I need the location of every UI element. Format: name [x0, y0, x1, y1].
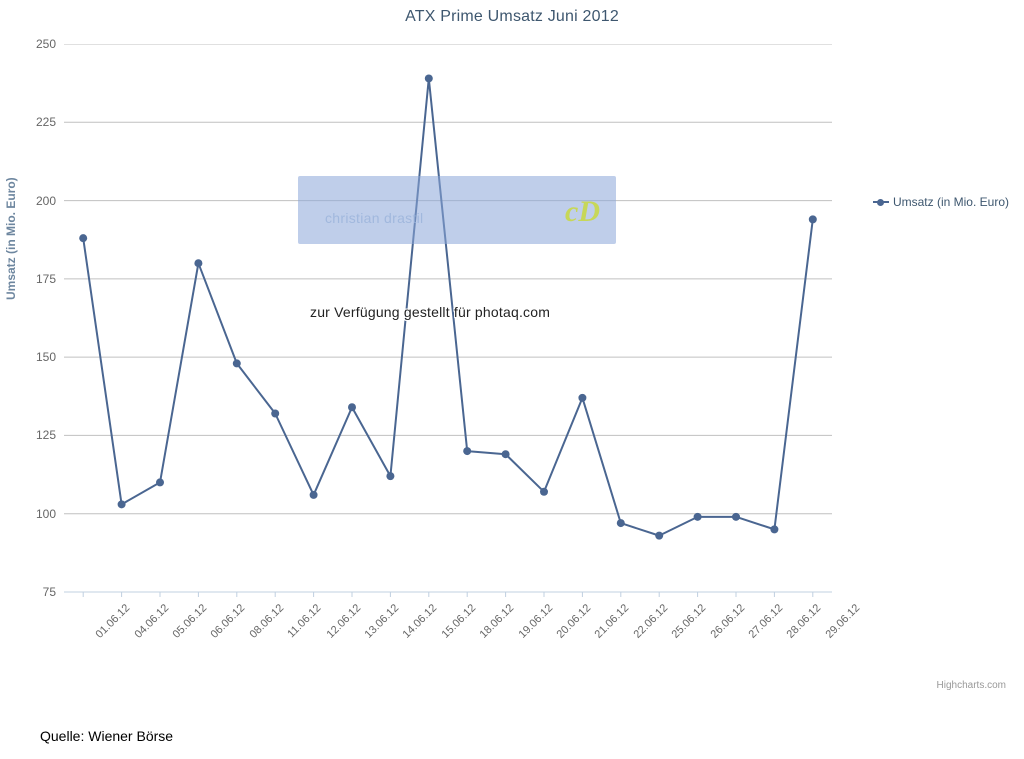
legend-label: Umsatz (in Mio. Euro)	[893, 195, 1009, 209]
chart-title: ATX Prime Umsatz Juni 2012	[0, 8, 1024, 26]
x-tick-label: 15.06.12	[439, 602, 478, 641]
y-tick-label: 250	[0, 37, 56, 51]
highcharts-credits[interactable]: Highcharts.com	[937, 680, 1006, 691]
watermark-logo: cD	[565, 195, 600, 229]
plot-svg	[64, 44, 832, 602]
x-tick-label: 21.06.12	[593, 602, 632, 641]
x-tick-label: 06.06.12	[209, 602, 248, 641]
x-tick-label: 29.06.12	[823, 602, 862, 641]
x-tick-label: 19.06.12	[516, 602, 555, 641]
x-tick-label: 25.06.12	[670, 602, 709, 641]
y-tick-label: 225	[0, 115, 56, 129]
x-tick-label: 26.06.12	[708, 602, 747, 641]
chart-container: ATX Prime Umsatz Juni 2012 Umsatz (in Mi…	[0, 0, 1024, 700]
x-tick-label: 04.06.12	[132, 602, 171, 641]
y-tick-label: 75	[0, 585, 56, 599]
x-tick-label: 18.06.12	[478, 602, 517, 641]
x-tick-label: 13.06.12	[363, 602, 402, 641]
x-tick-label: 20.06.12	[555, 602, 594, 641]
x-tick-label: 14.06.12	[401, 602, 440, 641]
overlay-attribution: zur Verfügung gestellt für photaq.com	[310, 304, 550, 320]
source-label: Quelle: Wiener Börse	[40, 728, 173, 744]
x-tick-label: 27.06.12	[747, 602, 786, 641]
x-tick-label: 22.06.12	[631, 602, 670, 641]
x-tick-label: 08.06.12	[247, 602, 286, 641]
y-tick-label: 200	[0, 194, 56, 208]
x-tick-label: 12.06.12	[324, 602, 363, 641]
watermark-inside-text: christian drastil	[325, 210, 423, 226]
y-tick-label: 100	[0, 507, 56, 521]
legend[interactable]: Umsatz (in Mio. Euro)	[873, 195, 1009, 209]
x-tick-label: 28.06.12	[785, 602, 824, 641]
y-tick-label: 125	[0, 428, 56, 442]
y-tick-label: 175	[0, 272, 56, 286]
legend-marker-icon	[873, 196, 889, 208]
x-tick-label: 01.06.12	[94, 602, 133, 641]
x-tick-label: 05.06.12	[171, 602, 210, 641]
x-tick-label: 11.06.12	[285, 602, 323, 640]
y-tick-label: 150	[0, 350, 56, 364]
